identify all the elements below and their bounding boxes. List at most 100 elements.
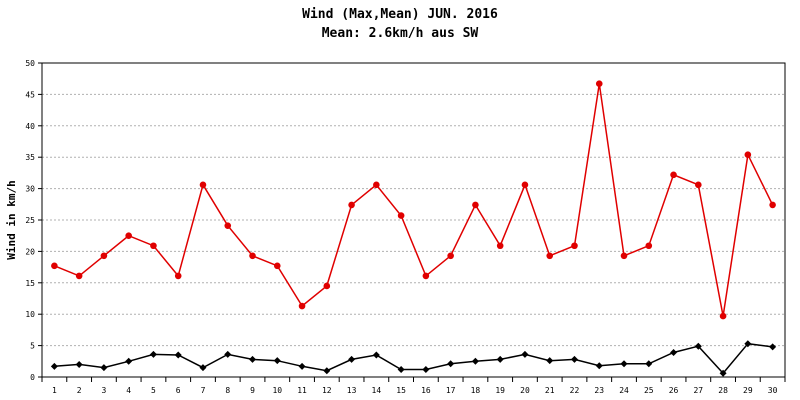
series-1-point [298,302,306,310]
x-tick-label: 22 [570,386,580,395]
y-tick-label: 25 [25,216,35,225]
series-1-point [620,252,628,260]
series-1-point [75,272,83,280]
y-tick-label: 30 [25,185,35,194]
series-2-point [620,360,628,368]
x-tick-label: 7 [201,386,206,395]
x-tick-label: 8 [225,386,230,395]
series-2-point [125,357,133,365]
series-2-point [422,365,430,373]
series-2-point [471,357,479,365]
y-tick-label: 40 [25,122,35,131]
x-tick-label: 29 [743,386,753,395]
series-2-point [595,362,603,370]
x-tick-label: 19 [495,386,505,395]
series-1-point [249,252,256,260]
x-tick-label: 17 [446,386,456,395]
chart-title: Wind (Max,Mean) JUN. 2016 [302,7,498,22]
series-1-point [51,262,58,270]
series-lines [54,83,774,375]
x-axis-ticks: 1 2 3 4 5 6 7 8 9 10 11 12 13 14 15 16 17 18 19 20 21 22 23 24 2… [41,377,786,395]
x-tick-label: 3 [102,386,107,395]
series-1-point [472,201,479,209]
series-2-point [323,367,331,375]
series-2-point [447,360,455,368]
series-2-point [199,364,207,372]
series-1-point [273,262,281,270]
series-2-point [744,340,752,348]
x-tick-label: 14 [372,386,382,395]
x-tick-label: 11 [297,386,307,395]
x-tick-label: 9 [250,386,255,395]
x-tick-label: 25 [644,386,654,395]
x-tick-label: 24 [619,386,629,395]
series-1-point [422,272,430,280]
y-tick-label: 35 [25,153,35,162]
series-2-point [694,342,702,350]
x-tick-label: 30 [768,386,778,395]
x-tick-label: 16 [421,386,431,395]
x-tick-label: 28 [718,386,728,395]
x-tick-label: 5 [151,386,156,395]
x-tick-label: 4 [126,386,131,395]
series-1-point [224,222,232,229]
grid-lines [42,93,785,347]
series-1-point [496,242,504,250]
series-1-point [595,80,603,88]
series-1-point [719,312,727,320]
y-tick-label: 45 [25,90,35,99]
series-2-point [570,355,578,363]
series-1-point [323,282,331,290]
series-2-point [249,355,257,363]
series-2-point [174,351,182,359]
x-tick-label: 21 [545,386,555,395]
y-tick-label: 10 [25,310,35,319]
series-2-point [298,362,306,370]
series-2-point [50,362,58,370]
series-1-point [373,181,380,189]
x-tick-label: 10 [272,386,282,395]
series-1-point [199,181,207,189]
plot-frame [41,62,786,378]
series-1-point [571,242,578,250]
x-tick-label: 26 [669,386,679,395]
series-1-point [670,171,677,179]
x-tick-label: 20 [520,386,530,395]
y-tick-label: 5 [30,342,35,351]
series-2-point [75,360,83,368]
x-tick-label: 2 [77,386,82,395]
series-2-point [273,357,281,365]
series-2-point [348,355,356,363]
x-tick-label: 15 [396,386,406,395]
y-tick-label: 15 [25,279,35,288]
series-2-point [397,365,405,373]
series-markers [50,80,777,377]
series-1-point [174,272,182,280]
series-1-point [744,151,752,158]
series-2-line [54,342,773,375]
series-1-point [695,181,702,189]
series-1-point [348,201,355,209]
series-2-point [372,351,380,359]
series-1-point [397,212,405,219]
series-2-point [719,369,727,377]
series-1-point [769,201,776,209]
y-tick-label: 0 [30,373,35,382]
series-1-point [546,252,554,260]
series-1-point [645,242,653,250]
x-tick-label: 12 [322,386,332,395]
x-tick-label: 6 [176,386,181,395]
series-2-point [769,343,777,351]
series-1-point [521,181,529,189]
y-axis-ticks: 0 5 10 15 20 25 30 35 40 45 50 [25,59,42,382]
x-tick-label: 27 [693,386,703,395]
x-tick-label: 13 [347,386,357,395]
series-2-point [670,349,678,357]
y-axis-label: Wind in km/h [5,180,18,259]
series-1-point [150,242,157,250]
series-1-point [447,252,454,260]
series-1-point [125,232,132,239]
series-2-point [521,350,529,358]
x-tick-label: 23 [594,386,604,395]
